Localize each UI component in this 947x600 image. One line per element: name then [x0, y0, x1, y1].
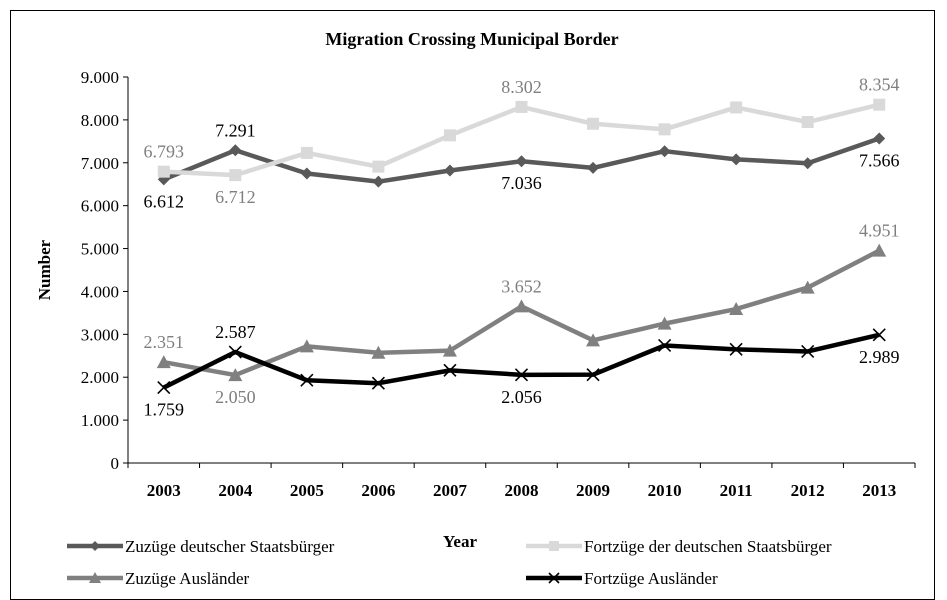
y-tick-label: 2.000 — [81, 368, 119, 387]
series-2-point-7 — [657, 316, 672, 330]
x-tick-label: 2008 — [505, 481, 539, 500]
series-3-point-1 — [228, 345, 242, 359]
series-0-point-7 — [658, 145, 671, 158]
y-tick-label: 0 — [111, 454, 120, 473]
series-2-point-0 — [156, 355, 171, 369]
y-tick-label: 9.000 — [81, 68, 119, 87]
data-label: 6.712 — [215, 187, 256, 207]
series-3-point-3 — [371, 376, 385, 390]
legend-swatch-marker — [549, 541, 559, 551]
series-0-point-10 — [873, 132, 886, 145]
series-0-point-4 — [443, 164, 456, 177]
x-tick-label: 2004 — [218, 481, 253, 500]
y-tick-label: 7.000 — [81, 154, 119, 173]
legend-entry-label: Zuzüge deutscher Staatsbürger — [125, 537, 335, 556]
series-1-point-9 — [801, 116, 814, 129]
legend-entry-label: Fortzüge der deutschen Staatsbürger — [584, 537, 832, 556]
x-tick-label: 2013 — [862, 481, 896, 500]
data-label: 6.612 — [144, 191, 185, 211]
series-3-point-8 — [729, 342, 743, 356]
series-2-point-10 — [872, 243, 887, 257]
legend-entry-label: Fortzüge Ausländer — [584, 569, 718, 588]
y-tick-label: 6.000 — [81, 197, 119, 216]
series-0-point-8 — [730, 153, 743, 166]
x-tick-label: 2006 — [361, 481, 395, 500]
series-1-point-6 — [587, 117, 600, 130]
y-tick-label: 5.000 — [81, 240, 119, 259]
series-2-point-9 — [800, 280, 815, 294]
legend: Zuzüge deutscher Staatsbürger Fortzüge de… — [67, 537, 832, 588]
x-tick-label: 2005 — [290, 481, 324, 500]
series-2-point-8 — [729, 302, 744, 316]
x-tick-label: 2011 — [720, 481, 753, 500]
chart-title: Migration Crossing Municipal Border — [325, 29, 618, 49]
data-label: 1.759 — [144, 400, 185, 420]
x-axis-label: Year — [443, 532, 477, 551]
data-label: 2.351 — [144, 332, 185, 352]
data-label: 2.056 — [501, 387, 542, 407]
series-1-point-5 — [515, 100, 528, 113]
series-3-point-9 — [801, 344, 815, 359]
series-1-point-1 — [229, 169, 242, 182]
series-1-point-4 — [443, 129, 456, 142]
series-0-point-5 — [515, 155, 528, 168]
data-label: 2.587 — [215, 322, 256, 342]
series-1-point-0 — [157, 165, 170, 178]
series-3-point-0 — [157, 380, 171, 395]
series-0-point-3 — [372, 175, 385, 188]
series-3-point-4 — [443, 363, 457, 377]
x-tick-label: 2010 — [648, 481, 682, 500]
series-0-point-6 — [587, 161, 600, 174]
series-1-point-2 — [300, 146, 313, 159]
series-3-point-7 — [658, 338, 672, 353]
data-label: 4.951 — [859, 221, 900, 241]
series-2-point-3 — [371, 345, 386, 359]
data-label: 7.291 — [215, 120, 256, 140]
y-tick-label: 3.000 — [81, 325, 119, 344]
series-3-point-5 — [514, 368, 529, 382]
data-label: 7.036 — [501, 173, 542, 193]
legend-swatch-marker — [90, 541, 100, 551]
x-tick-label: 2003 — [147, 481, 181, 500]
series-0-point-9 — [801, 157, 814, 170]
series-3-point-10 — [872, 328, 886, 342]
data-label: 8.302 — [501, 77, 542, 97]
data-label: 2.989 — [859, 347, 900, 367]
series-2-point-6 — [586, 333, 601, 347]
series-3-point-6 — [586, 368, 600, 382]
series-2-point-1 — [228, 368, 243, 382]
legend-entry-label: Zuzüge Ausländer — [125, 569, 249, 588]
chart-frame — [10, 10, 935, 600]
data-label: 2.050 — [215, 387, 256, 407]
data-label: 3.652 — [501, 276, 542, 296]
y-tick-label: 4.000 — [81, 282, 119, 301]
series-3-point-2 — [300, 373, 314, 387]
series-2-point-4 — [442, 343, 457, 357]
series-line-2 — [163, 248, 881, 378]
series-1-point-8 — [730, 101, 743, 114]
x-tick-label: 2012 — [791, 481, 825, 500]
legend-swatch-marker — [89, 572, 101, 583]
series-2-point-2 — [299, 339, 314, 353]
x-tick-label: 2007 — [433, 481, 468, 500]
series-0-point-1 — [229, 144, 242, 157]
data-label: 8.354 — [859, 75, 900, 95]
y-axis-label: Number — [35, 239, 54, 300]
legend-swatch-marker — [548, 572, 560, 584]
series-1-point-7 — [658, 123, 671, 136]
series-1-point-3 — [372, 160, 385, 173]
series-1-point-10 — [873, 98, 886, 111]
data-label: 7.566 — [859, 151, 900, 171]
data-label: 6.793 — [144, 142, 185, 162]
x-tick-label: 2009 — [576, 481, 610, 500]
y-tick-label: 1.000 — [81, 411, 119, 430]
y-tick-label: 8.000 — [81, 111, 119, 130]
series-2-point-5 — [514, 299, 529, 313]
series-0-point-2 — [300, 167, 313, 180]
